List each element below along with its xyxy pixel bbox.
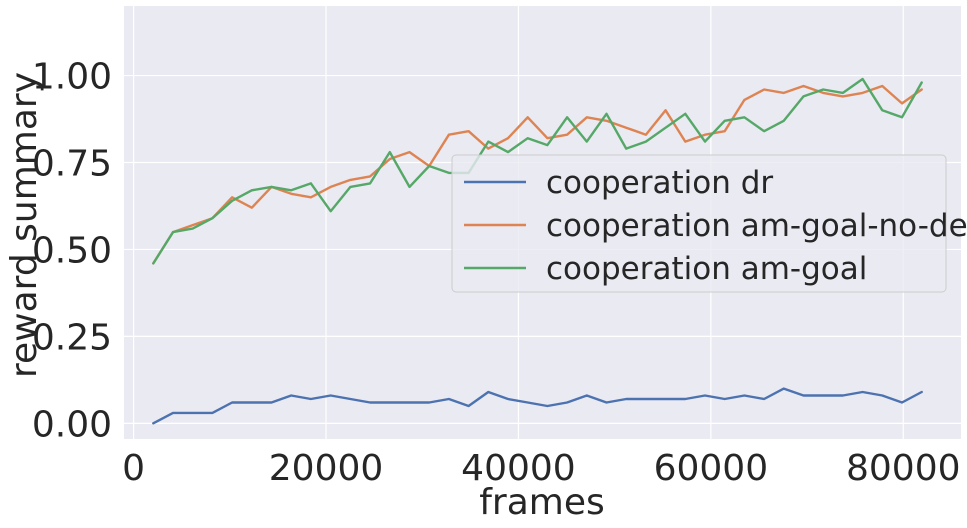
x-tick-label: 40000: [461, 448, 576, 489]
y-axis-ticks: 0.00 0.25 0.50 0.75 1.00: [32, 57, 112, 446]
series-line-1: [152, 387, 923, 425]
y-axis-label: reward summary: [4, 72, 45, 378]
legend-label-2: cooperation am-goal-no-debt: [546, 208, 967, 244]
x-tick-label: 20000: [269, 448, 384, 489]
y-tick-label: 0.00: [32, 404, 112, 445]
series-layer: [152, 77, 923, 425]
x-axis-label: frames: [479, 482, 605, 523]
y-tick-label: 0.75: [32, 144, 112, 185]
legend: cooperation dr cooperation am-goal-no-deb…: [451, 154, 967, 293]
x-tick-label: 80000: [846, 448, 961, 489]
legend-label-3: cooperation am-goal: [546, 251, 867, 287]
x-tick-label: 60000: [654, 448, 769, 489]
y-tick-label: 0.50: [32, 230, 112, 271]
x-tick-label: 0: [122, 448, 145, 489]
series-line-3: [152, 77, 923, 265]
x-axis-ticks: 0 20000 40000 60000 80000: [122, 448, 960, 489]
legend-box: [451, 154, 947, 293]
y-tick-label: 1.00: [32, 57, 112, 98]
series-line-2: [152, 84, 923, 265]
y-tick-label: 0.25: [32, 317, 112, 358]
legend-label-1: cooperation dr: [546, 165, 773, 201]
